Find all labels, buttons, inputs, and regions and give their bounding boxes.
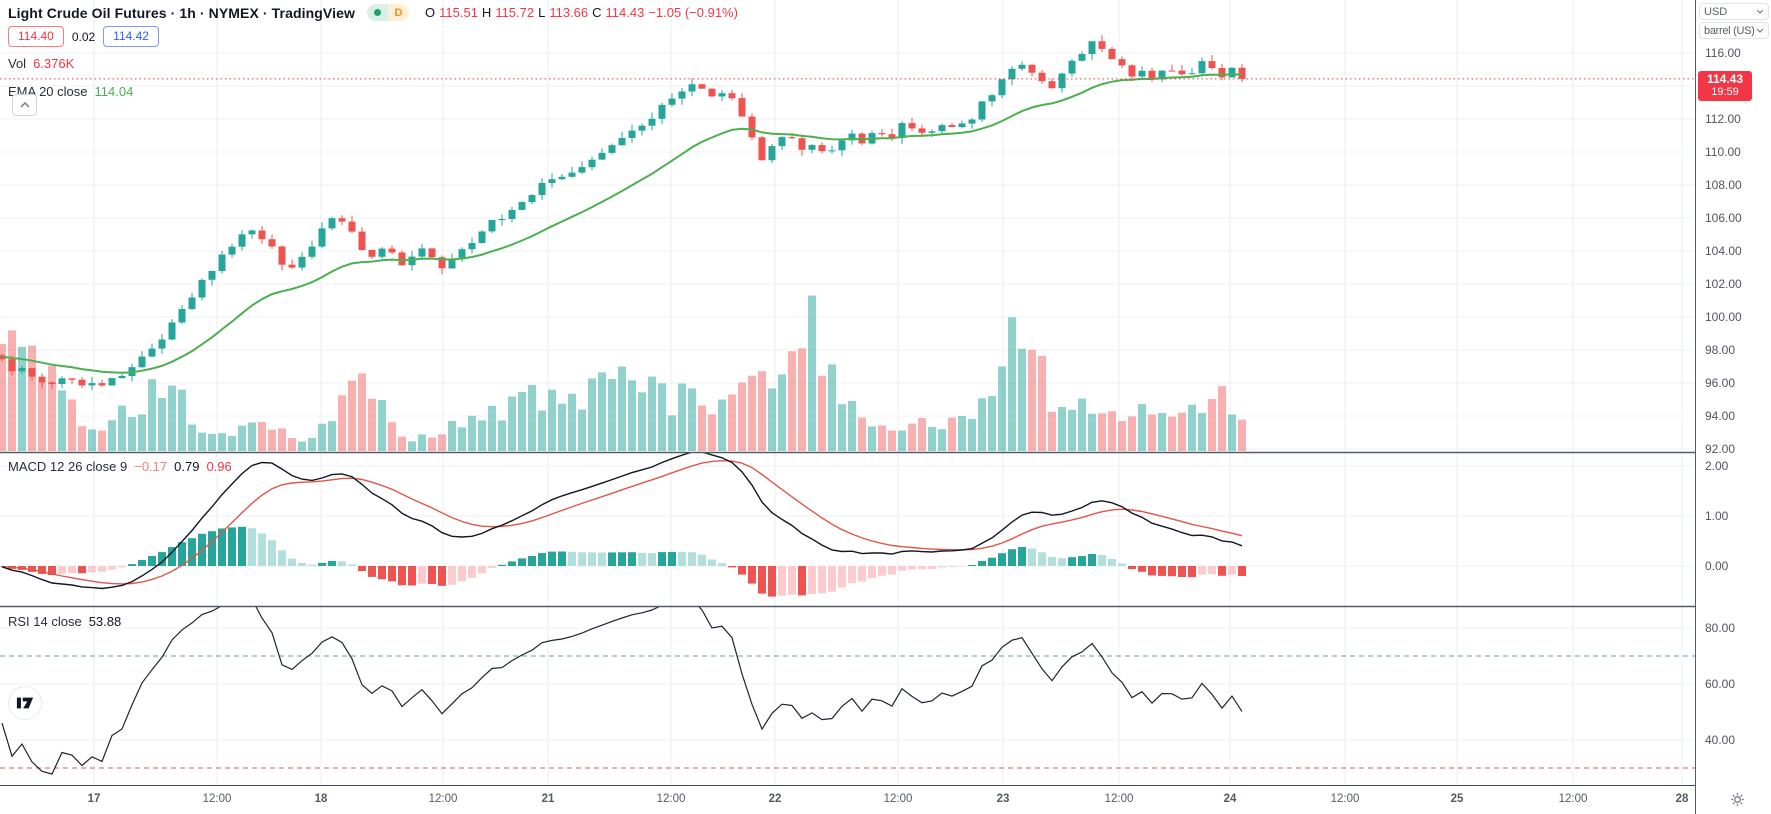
market-open-dot-icon — [367, 4, 388, 21]
last-price-value: 114.43 — [1706, 72, 1744, 86]
chevron-down-icon — [1756, 28, 1764, 33]
rsi-label: RSI 14 close — [8, 614, 82, 629]
time-tick-label: 12:00 — [428, 793, 458, 805]
price-tick-label: 94.00 — [1705, 409, 1736, 423]
quote-row: 114.40 0.02 114.42 — [8, 26, 159, 47]
bid-button[interactable]: 114.40 — [8, 26, 64, 47]
price-tick-label: 92.00 — [1705, 442, 1736, 456]
price-tick-label: 102.00 — [1705, 277, 1742, 291]
time-tick-label: 22 — [768, 793, 782, 805]
macd-label: MACD 12 26 close 9 — [8, 459, 128, 474]
time-tick-label: 12:00 — [883, 793, 913, 805]
volume-value: 6.376K — [33, 56, 75, 71]
price-tick-label: 112.00 — [1705, 112, 1741, 126]
time-tick-label: 12:00 — [1104, 793, 1134, 805]
price-tick-label: 40.00 — [1705, 733, 1736, 747]
rsi-legend-row[interactable]: RSI 14 close 53.88 — [8, 614, 121, 629]
price-chart-plot[interactable] — [0, 0, 1695, 785]
symbol-legend-row[interactable]: Light Crude Oil Futures · 1h · NYMEX · T… — [8, 4, 738, 21]
chevron-up-icon — [19, 102, 30, 108]
price-tick-label: 1.00 — [1705, 509, 1729, 523]
gear-icon — [1731, 793, 1744, 806]
price-scale[interactable]: USD barrel (US) 114.43 19:59 — [1695, 0, 1771, 814]
unit-dropdown[interactable]: barrel (US) — [1699, 22, 1769, 39]
volume-legend-row[interactable]: Vol 6.376K — [8, 56, 74, 71]
macd-legend-row[interactable]: MACD 12 26 close 9 −0.17 0.79 0.96 — [8, 459, 232, 474]
price-tick-label: 108.00 — [1705, 178, 1742, 192]
price-tick-label: 110.00 — [1705, 145, 1741, 159]
delayed-data-badge: D — [388, 4, 409, 21]
price-tick-label: 2.00 — [1705, 459, 1729, 473]
ohlc-values: O 115.51 H 115.72 L 113.66 C 114.43 −1.05 (−… — [425, 5, 738, 20]
collapse-legend-button[interactable] — [12, 94, 37, 116]
scale-settings-gear-button[interactable] — [1730, 792, 1745, 812]
currency-value: USD — [1704, 5, 1728, 18]
volume-label: Vol — [8, 56, 27, 71]
time-tick-label: 17 — [87, 793, 101, 805]
macd-line-value: 0.79 — [174, 459, 200, 474]
time-tick-label: 12:00 — [202, 793, 232, 805]
price-tick-label: 104.00 — [1705, 244, 1742, 258]
time-tick-label: 28 — [1675, 793, 1689, 805]
chevron-down-icon — [1756, 9, 1764, 14]
time-tick-label: 12:00 — [656, 793, 686, 805]
currency-dropdown[interactable]: USD — [1699, 3, 1769, 20]
price-tick-label: 60.00 — [1705, 677, 1736, 691]
ask-button[interactable]: 114.42 — [103, 26, 159, 47]
bar-countdown: 19:59 — [1711, 86, 1739, 98]
time-tick-label: 18 — [314, 793, 328, 805]
tradingview-logo[interactable] — [8, 686, 42, 720]
price-tick-label: 98.00 — [1705, 343, 1736, 357]
chart-canvas[interactable]: Light Crude Oil Futures · 1h · NYMEX · T… — [0, 0, 1695, 814]
price-change: −1.05 (−0.91%) — [648, 5, 738, 20]
time-tick-label: 12:00 — [1330, 793, 1360, 805]
price-tick-label: 96.00 — [1705, 376, 1736, 390]
time-tick-label: 23 — [996, 793, 1010, 805]
time-tick-label: 25 — [1450, 793, 1464, 805]
macd-signal-value: 0.96 — [206, 459, 232, 474]
time-tick-label: 12:00 — [1558, 793, 1588, 805]
market-status-badge: D — [367, 4, 409, 21]
price-tick-label: 106.00 — [1705, 211, 1742, 225]
rsi-value: 53.88 — [88, 614, 122, 629]
time-tick-label: 24 — [1223, 793, 1237, 805]
price-tick-label: 80.00 — [1705, 621, 1736, 635]
last-price-badge: 114.43 19:59 — [1698, 71, 1752, 101]
time-axis[interactable]: 17 12:00 18 12:00 21 12:00 22 12:00 23 12:00 24 12:… — [0, 785, 1695, 814]
tv-logo-icon — [16, 697, 34, 709]
macd-hist-value: −0.17 — [134, 459, 168, 474]
unit-value: barrel (US) — [1704, 24, 1755, 37]
price-tick-label: 100.00 — [1705, 310, 1742, 324]
time-tick-label: 21 — [541, 793, 555, 805]
ema-value: 114.04 — [94, 84, 134, 99]
spread-value: 0.02 — [71, 29, 96, 44]
price-tick-label: 0.00 — [1705, 559, 1729, 573]
price-tick-label: 116.00 — [1705, 46, 1741, 60]
symbol-title: Light Crude Oil Futures · 1h · NYMEX · T… — [8, 4, 355, 21]
